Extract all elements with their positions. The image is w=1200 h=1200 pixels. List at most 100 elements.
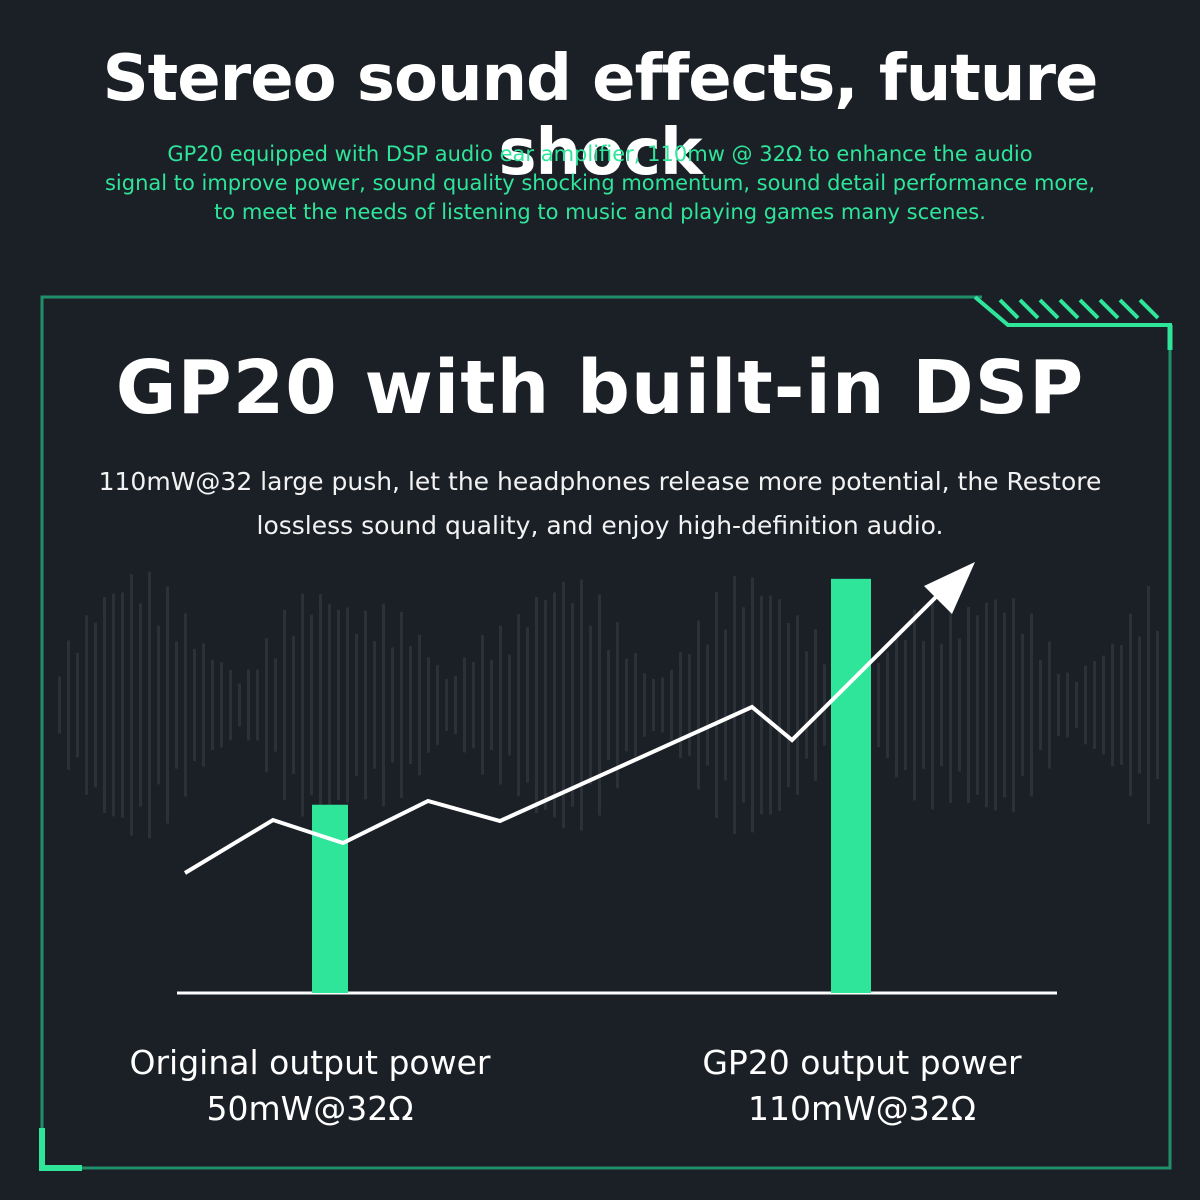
waveform-line [913, 609, 916, 801]
intro-line: signal to improve power, sound quality s… [104, 171, 1096, 195]
corner-decoration-top-right [973, 295, 1173, 350]
waveform-line [481, 635, 484, 775]
waveform-line [400, 612, 403, 798]
waveform-line [1048, 641, 1051, 769]
waveform-line [562, 581, 565, 829]
waveform-line [1129, 613, 1132, 797]
waveform-line [193, 648, 196, 762]
panel-description-line: lossless sound quality, and enjoy high-d… [256, 511, 944, 540]
waveform-line [742, 607, 745, 803]
waveform-line [499, 625, 502, 785]
waveform-line [760, 595, 763, 815]
waveform-line [580, 579, 583, 831]
waveform-line [607, 650, 610, 760]
waveform-line [139, 603, 142, 807]
waveform-background [58, 571, 1159, 839]
waveform-line [1075, 681, 1078, 729]
waveform-line [58, 676, 61, 734]
waveform-line [922, 641, 925, 769]
waveform-line [103, 597, 106, 813]
waveform-line [1084, 665, 1087, 745]
waveform-line [463, 657, 466, 753]
waveform-line [1156, 630, 1159, 780]
bars-group [312, 578, 871, 993]
waveform-line [643, 673, 646, 737]
waveform-line [1039, 659, 1042, 751]
waveform-line [1012, 598, 1015, 812]
waveform-line [886, 651, 889, 759]
waveform-line [1030, 613, 1033, 797]
waveform-line [1120, 645, 1123, 765]
waveform-line [85, 615, 88, 795]
waveform-line [220, 662, 223, 748]
waveform-line [382, 603, 385, 807]
panel-description-line: 110mW@32 large push, let the headphones … [98, 467, 1102, 496]
waveform-line [238, 683, 241, 727]
waveform-line [589, 625, 592, 785]
waveform-line [517, 614, 520, 796]
waveform-line [1093, 661, 1096, 749]
waveform-line [67, 640, 70, 770]
waveform-line [229, 669, 232, 741]
waveform-line [976, 615, 979, 795]
waveform-line [778, 599, 781, 811]
waveform-line [931, 600, 934, 810]
waveform-line [157, 625, 160, 785]
waveform-line [679, 651, 682, 759]
waveform-line [616, 622, 619, 788]
waveform-line [787, 622, 790, 788]
waveform-line [544, 600, 547, 810]
waveform-line [1147, 586, 1150, 824]
waveform-line [436, 665, 439, 745]
waveform-line [796, 615, 799, 795]
corner-decoration-bottom-left [39, 1128, 82, 1171]
waveform-line [805, 651, 808, 759]
waveform-line [175, 641, 178, 769]
waveform-line [112, 593, 115, 817]
intro-line: to meet the needs of listening to music … [214, 200, 986, 224]
waveform-line [472, 661, 475, 749]
waveform-line [535, 596, 538, 814]
category-label: Original output power [129, 1043, 491, 1082]
waveform-line [355, 633, 358, 777]
panel-description: 110mW@32 large push, let the headphones … [80, 460, 1120, 548]
waveform-line [211, 660, 214, 750]
waveform-line [301, 593, 304, 817]
bar-label-original: Original output power 50mW@32Ω [80, 1040, 540, 1132]
waveform-line [1102, 655, 1105, 755]
waveform-line [328, 604, 331, 806]
waveform-line [625, 658, 628, 752]
value-label: 110mW@32Ω [748, 1089, 976, 1128]
waveform-line [346, 607, 349, 803]
waveform-line [598, 594, 601, 816]
waveform-line [994, 599, 997, 811]
waveform-line [94, 622, 97, 788]
waveform-line [706, 644, 709, 766]
waveform-line [571, 603, 574, 807]
waveform-line [904, 639, 907, 771]
value-label: 50mW@32Ω [206, 1089, 414, 1128]
waveform-line [490, 660, 493, 750]
waveform-line [814, 629, 817, 781]
waveform-line [121, 592, 124, 818]
waveform-line [202, 643, 205, 767]
intro-text: GP20 equipped with DSP audio ear amplifi… [80, 140, 1120, 227]
waveform-line [1138, 636, 1141, 774]
waveform-line [958, 638, 961, 772]
page-title: Stereo sound effects, future shock [102, 42, 1099, 190]
waveform-line [1057, 674, 1060, 736]
waveform-line [310, 614, 313, 796]
trend-arrow [183, 562, 975, 875]
waveform-line [553, 592, 556, 818]
waveform-line [634, 653, 637, 757]
waveform-line [337, 609, 340, 801]
waveform-line [724, 629, 727, 781]
waveform-line [265, 638, 268, 772]
waveform-line [148, 571, 151, 839]
bar-label-gp20: GP20 output power 110mW@32Ω [632, 1040, 1092, 1132]
waveform-line [940, 643, 943, 767]
waveform-line [283, 609, 286, 801]
waveform-line [319, 594, 322, 816]
